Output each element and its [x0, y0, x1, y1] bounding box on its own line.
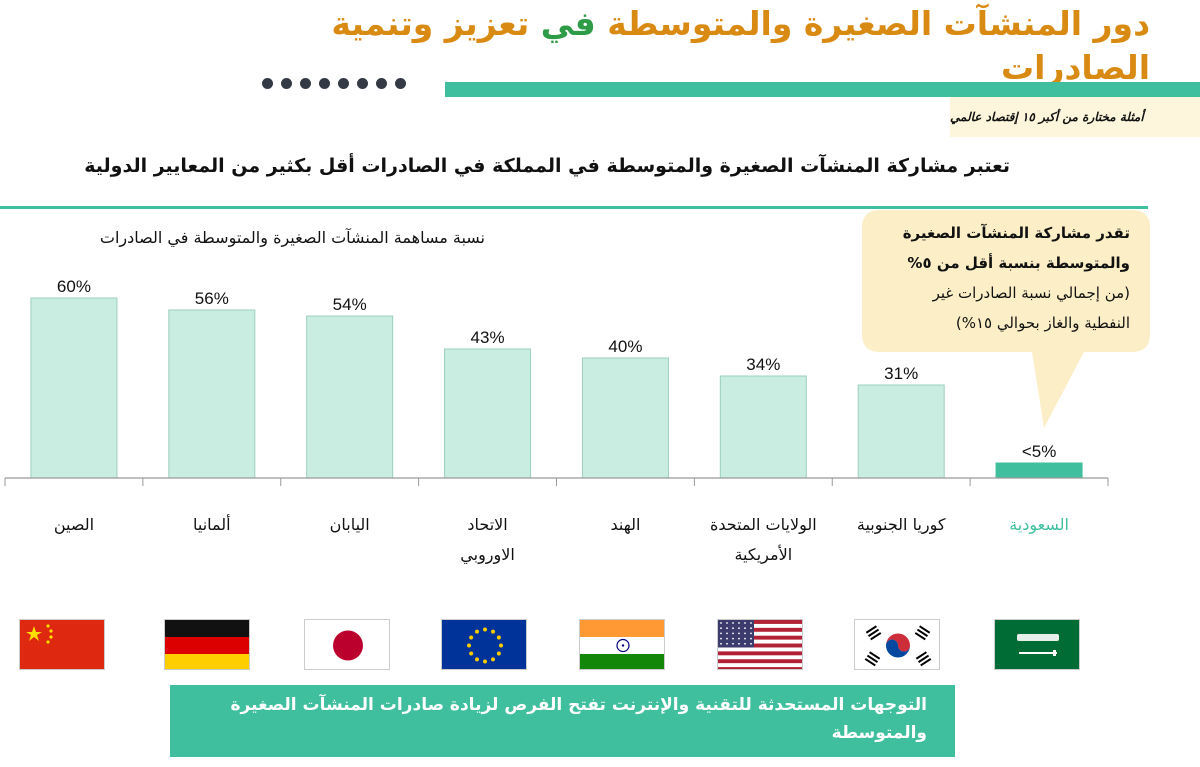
bar-chart: 60% الصين 56% ألمانيا 54% اليابان 43% الاتحاد ال…	[4, 277, 1109, 565]
category-label-3-0: الاتحاد	[467, 515, 507, 534]
value-label-7: <5%	[1022, 442, 1057, 461]
dot-8	[395, 78, 406, 89]
dot-3	[300, 78, 311, 89]
india-flag-icon	[579, 619, 665, 670]
bar-5	[719, 375, 807, 479]
germany-flag-icon	[164, 619, 250, 670]
usa-flag-icon	[717, 619, 803, 670]
category-label-1-0: ألمانيا	[193, 514, 231, 534]
dot-7	[376, 78, 387, 89]
value-label-0: 60%	[57, 277, 91, 296]
callout-line-4: النفطية والغاز بحوالي ١٥%)	[955, 314, 1130, 332]
callout-bubble	[862, 210, 1150, 428]
china-flag-icon	[19, 619, 105, 670]
category-label-6-0: كوريا الجنوبية	[857, 515, 946, 535]
south-korea-flag-icon	[854, 619, 940, 670]
headline: تعتبر مشاركة المنشآت الصغيرة والمتوسطة ف…	[84, 155, 1010, 177]
category-label-7-0: السعودية	[1009, 515, 1069, 535]
value-label-6: 31%	[884, 364, 918, 383]
value-label-1: 56%	[195, 289, 229, 308]
title-part-2: في	[529, 4, 596, 43]
callout-line-3: (من إجمالي نسبة الصادرات غير	[932, 284, 1130, 302]
callout-line-1: تقدر مشاركة المنشآت الصغيرة	[902, 224, 1130, 242]
title-part-1: دور المنشآت الصغيرة والمتوسطة	[595, 4, 1150, 43]
header-accent-bar	[445, 82, 1200, 97]
category-label-0-0: الصين	[54, 515, 94, 535]
bar-3	[444, 348, 532, 479]
category-label-2-0: اليابان	[330, 515, 370, 534]
bar-7	[995, 462, 1083, 479]
bar-6	[857, 384, 945, 479]
dot-5	[338, 78, 349, 89]
value-label-5: 34%	[746, 355, 780, 374]
category-label-5-0: الولايات المتحدة	[710, 515, 817, 535]
bottom-banner: التوجهات المستحدثة للتقنية والإنترنت تفت…	[170, 685, 955, 757]
decorative-dots	[262, 78, 406, 89]
japan-flag-icon	[304, 619, 390, 670]
value-label-2: 54%	[333, 295, 367, 314]
dot-4	[319, 78, 330, 89]
callout-text: تقدر مشاركة المنشآت الصغيرة والمتوسطة بن…	[875, 218, 1130, 338]
category-label-3-1: الاوروبي	[460, 545, 515, 565]
callout-line-2: والمتوسطة بنسبة أقل من ٥%	[907, 254, 1130, 272]
bar-0	[30, 297, 118, 479]
dot-2	[281, 78, 292, 89]
eu-flag-icon	[441, 619, 527, 670]
category-label-5-1: الأمريكية	[734, 544, 792, 565]
examples-note: أمثلة مختارة من أكبر ١٥ إقتصاد عالمي	[950, 97, 1200, 137]
dot-1	[262, 78, 273, 89]
category-label-4-0: الهند	[610, 515, 640, 535]
chart-title: نسبة مساهمة المنشآت الصغيرة والمتوسطة في…	[99, 228, 485, 247]
dot-6	[357, 78, 368, 89]
value-label-3: 43%	[471, 328, 505, 347]
saudi-flag-icon	[994, 619, 1080, 670]
bar-1	[168, 309, 256, 479]
page-title: دور المنشآت الصغيرة والمتوسطة في تعزيز و…	[200, 2, 1150, 90]
bar-4	[581, 357, 669, 479]
bar-2	[306, 315, 394, 479]
divider	[0, 206, 1148, 209]
value-label-4: 40%	[608, 337, 642, 356]
title-part-3: تعزيز وتنمية الصادرات	[331, 4, 1150, 87]
